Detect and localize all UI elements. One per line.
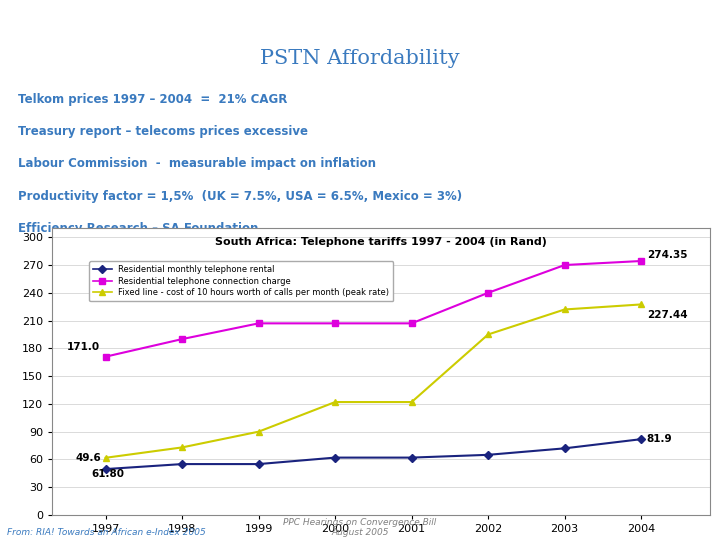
Text: 49.6: 49.6	[75, 453, 101, 463]
Legend: Residential monthly telephone rental, Residential telephone connection charge, F: Residential monthly telephone rental, Re…	[89, 261, 393, 301]
Text: Treasury report – telecoms prices excessive: Treasury report – telecoms prices excess…	[18, 125, 308, 138]
Text: Efficiency Research – SA Foundation: Efficiency Research – SA Foundation	[18, 222, 258, 235]
Text: 171.0: 171.0	[67, 342, 100, 352]
Text: 81.9: 81.9	[647, 434, 672, 444]
Text: Productivity factor = 1,5%  (UK = 7.5%, USA = 6.5%, Mexico = 3%): Productivity factor = 1,5% (UK = 7.5%, U…	[18, 190, 462, 202]
Text: 274.35: 274.35	[647, 250, 687, 260]
Text: Telkom prices 1997 – 2004  =  21% CAGR: Telkom prices 1997 – 2004 = 21% CAGR	[18, 93, 287, 106]
Text: 227.44: 227.44	[647, 310, 688, 320]
Text: PPC Hearings on Convergence Bill
August 2005: PPC Hearings on Convergence Bill August …	[284, 518, 436, 537]
Text: Labour Commission  -  measurable impact on inflation: Labour Commission - measurable impact on…	[18, 157, 376, 170]
Text: The South African Communications Sector Review: The South African Communications Sector …	[134, 10, 586, 25]
Text: From: RIA! Towards an African e-Index 2005: From: RIA! Towards an African e-Index 20…	[7, 528, 206, 537]
Text: South Africa: Telephone tariffs 1997 - 2004 (in Rand): South Africa: Telephone tariffs 1997 - 2…	[215, 237, 547, 247]
Text: 61.80: 61.80	[91, 469, 125, 479]
Text: PSTN Affordability: PSTN Affordability	[260, 49, 460, 68]
